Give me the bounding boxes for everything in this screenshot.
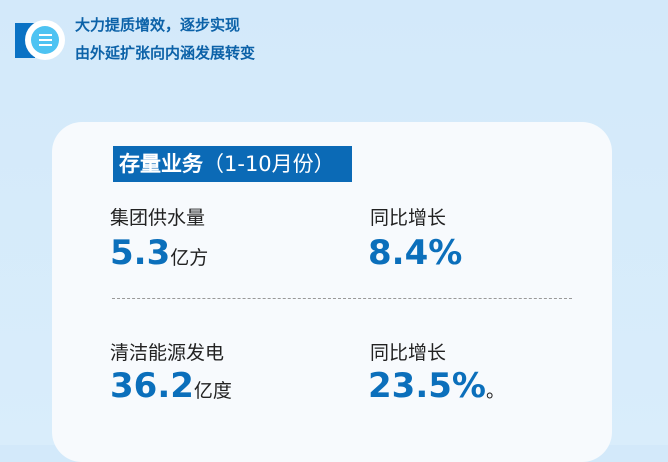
- water-yoy-label: 同比增长: [370, 207, 447, 229]
- menu-icon: [25, 20, 65, 60]
- clean-energy-value: 36.2亿度: [110, 366, 232, 406]
- energy-yoy-label: 同比增长: [370, 342, 447, 364]
- header-title: 大力提质增效，逐步实现 由外延扩张向内涵发展转变: [75, 16, 256, 62]
- divider: [112, 298, 572, 299]
- water-yoy-value: 8.4%: [368, 233, 463, 273]
- water-supply-label: 集团供水量: [110, 207, 206, 229]
- section-title: 存量业务（1-10月份）: [113, 146, 352, 182]
- water-supply-value: 5.3亿方: [110, 233, 209, 273]
- clean-energy-label: 清洁能源发电: [110, 342, 225, 364]
- energy-yoy-value: 23.5%。: [368, 366, 505, 406]
